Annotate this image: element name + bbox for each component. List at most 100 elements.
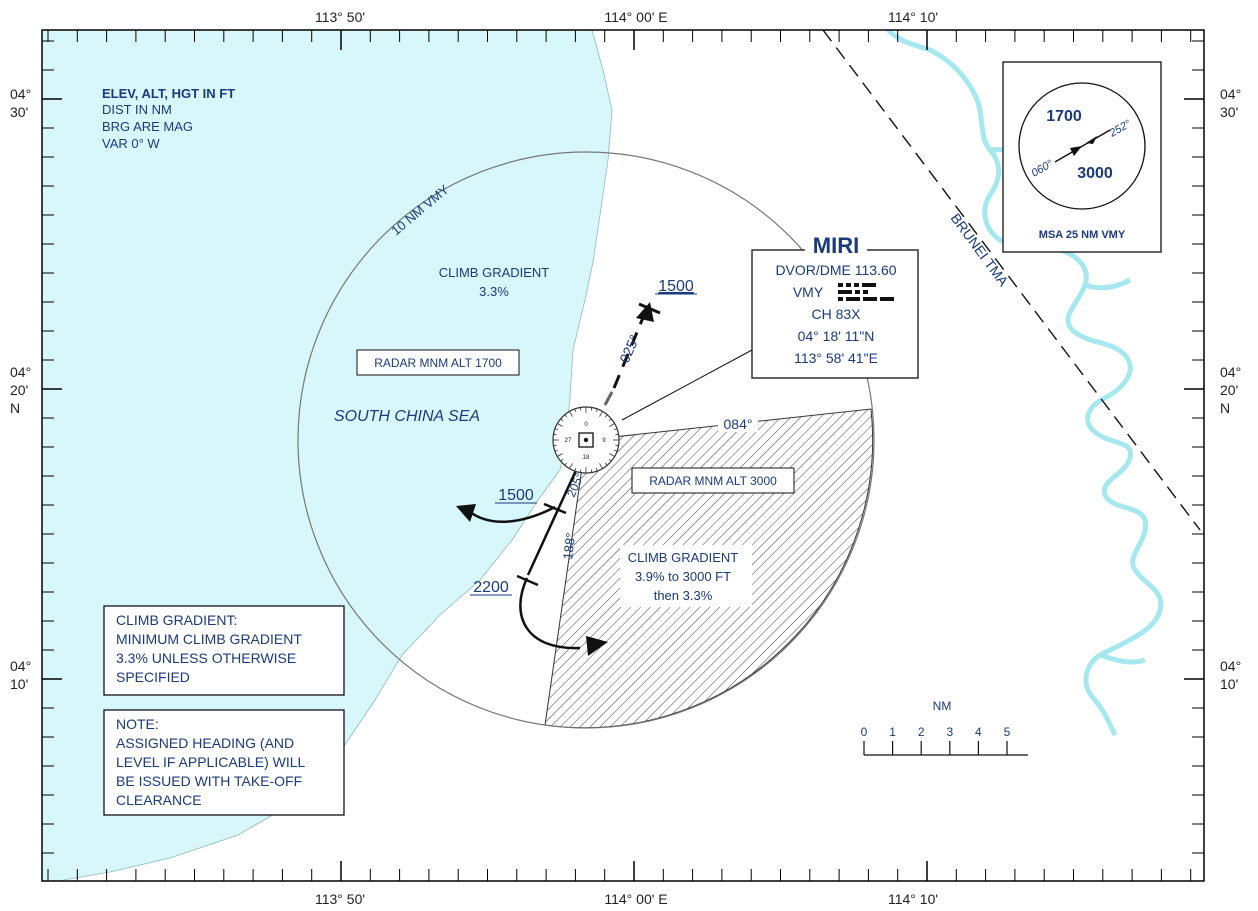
right-lat20-min: 20' — [1220, 382, 1238, 398]
map-frame — [41, 29, 1205, 882]
alt-2200: 2200 — [473, 579, 509, 596]
left-lat10-deg: 04° — [10, 658, 31, 674]
rose-tick — [608, 418, 612, 422]
brg-025: 025° — [616, 332, 642, 365]
rose-tick — [579, 407, 582, 411]
right-lat20-hem: N — [1220, 400, 1230, 416]
rose-tick — [609, 453, 615, 457]
left-lat20-hem: N — [10, 400, 20, 416]
scale-tick-label: 3 — [946, 725, 953, 739]
svg-text:BE ISSUED WITH TAKE-OFF: BE ISSUED WITH TAKE-OFF — [116, 773, 302, 789]
rose-tick — [557, 423, 563, 427]
rose-tick — [574, 408, 577, 412]
navaid-leader — [621, 349, 753, 421]
navaid-box: MIRI DVOR/DME 113.60 VMY CH 83X 04° 18' … — [751, 233, 919, 379]
compass-rose: 0 9 18 27 — [552, 406, 620, 474]
svg-text:LEVEL IF APPLICABLE) WILL: LEVEL IF APPLICABLE) WILL — [116, 754, 306, 770]
navaid-name: MIRI — [813, 233, 859, 258]
svg-text:9: 9 — [602, 438, 606, 444]
rose-tick — [609, 423, 615, 427]
rose-tick — [614, 428, 618, 431]
svg-text:CLIMB GRADIENT:: CLIMB GRADIENT: — [116, 612, 237, 628]
svg-text:MINIMUM CLIMB GRADIENT: MINIMUM CLIMB GRADIENT — [116, 631, 302, 647]
navaid-freq: DVOR/DME 113.60 — [775, 262, 896, 278]
rose-tick — [564, 462, 568, 466]
rose-tick — [569, 411, 573, 417]
right-lat10-deg: 04° — [1220, 658, 1241, 674]
brg-188: 188° — [560, 532, 578, 561]
msa-bottom-alt: 3000 — [1077, 165, 1113, 182]
rose-tick — [595, 408, 598, 412]
route-ne — [603, 302, 661, 406]
navaid-ident: VMY — [793, 284, 824, 300]
scale-tick-label: 1 — [889, 725, 896, 739]
climb-se-2: 3.9% to 3000 FT — [635, 569, 731, 584]
rose-tick — [557, 453, 563, 457]
rose-tick — [579, 469, 582, 473]
radar-3000: RADAR MNM ALT 3000 — [649, 474, 777, 488]
brg-084: 084° — [724, 416, 753, 432]
brunei-tma-line — [822, 29, 1201, 531]
svg-text:CLEARANCE: CLEARANCE — [116, 792, 202, 808]
rose-tick — [615, 444, 619, 447]
alt-1500-ne: 1500 — [658, 278, 694, 295]
svg-text:27: 27 — [565, 438, 572, 444]
rose-tick — [599, 411, 603, 417]
rose-tick — [590, 407, 593, 411]
units-brg: BRG ARE MAG — [102, 119, 193, 134]
right-lat30-deg: 04° — [1220, 86, 1241, 102]
msa-top-alt: 1700 — [1046, 108, 1082, 125]
navaid-lat: 04° 18' 11"N — [798, 328, 875, 344]
bottom-lon-w1: 113° 50' — [315, 891, 365, 907]
svg-text:NOTE:: NOTE: — [116, 716, 159, 732]
rose-tick — [599, 463, 603, 469]
left-lat30-deg: 04° — [10, 86, 31, 102]
graticule-ticks — [42, 30, 1204, 881]
climb-se-1: CLIMB GRADIENT — [628, 550, 739, 565]
scale-tick-label: 5 — [1004, 725, 1011, 739]
bottom-lon-center: 114° 00' E — [604, 891, 667, 907]
left-lat20-min: 20' — [10, 382, 28, 398]
radar-1700: RADAR MNM ALT 1700 — [374, 356, 502, 370]
rose-tick — [569, 463, 573, 469]
msa-box: 1700 3000 060° 252° MSA 25 NM VMY — [1002, 61, 1162, 253]
svg-text:SPECIFIED: SPECIFIED — [116, 669, 190, 685]
climb-nw-1: CLIMB GRADIENT — [439, 265, 550, 280]
scale-bar: NM 0 1 2 3 4 5 — [861, 699, 1028, 756]
left-lat20-deg: 04° — [10, 364, 31, 380]
note-box: NOTE: ASSIGNED HEADING (AND LEVEL IF APP… — [103, 709, 345, 816]
svg-text:3.3% UNLESS OTHERWISE: 3.3% UNLESS OTHERWISE — [116, 650, 296, 666]
navaid-lon: 113° 58' 41"E — [794, 350, 878, 366]
rose-tick — [590, 469, 593, 473]
climb-box: CLIMB GRADIENT: MINIMUM CLIMB GRADIENT 3… — [103, 605, 345, 696]
radar-3000-box — [631, 467, 795, 494]
climb-se-3: then 3.3% — [654, 588, 713, 603]
morse-code — [838, 283, 894, 301]
rose-tick — [560, 458, 564, 462]
rose-tick — [604, 462, 608, 466]
units-var: VAR 0° W — [102, 136, 160, 151]
svg-text:18: 18 — [583, 455, 590, 461]
scale-tick-label: 0 — [861, 725, 868, 739]
top-lon-e1: 114° 10' — [888, 9, 938, 25]
route-sw — [456, 454, 608, 656]
rose-tick — [604, 414, 608, 418]
rose-tick — [615, 433, 619, 436]
rose-tick — [608, 458, 612, 462]
top-lon-w1: 113° 50' — [315, 9, 365, 25]
left-lat30-min: 30' — [10, 104, 28, 120]
radar-1700-box — [356, 349, 520, 376]
rose-tick — [595, 468, 598, 472]
rose-tick — [553, 444, 557, 447]
rose-tick — [554, 428, 558, 431]
rose-tick — [560, 418, 564, 422]
rose-tick — [614, 449, 618, 452]
units-dist: DIST IN NM — [102, 102, 172, 117]
bottom-lon-e1: 114° 10' — [888, 891, 938, 907]
10nm-circle — [297, 151, 875, 729]
rose-tick — [564, 414, 568, 418]
sea-label: SOUTH CHINA SEA — [334, 408, 480, 425]
svg-text:ASSIGNED HEADING (AND: ASSIGNED HEADING (AND — [116, 735, 294, 751]
alt-1500-sw: 1500 — [498, 487, 534, 504]
